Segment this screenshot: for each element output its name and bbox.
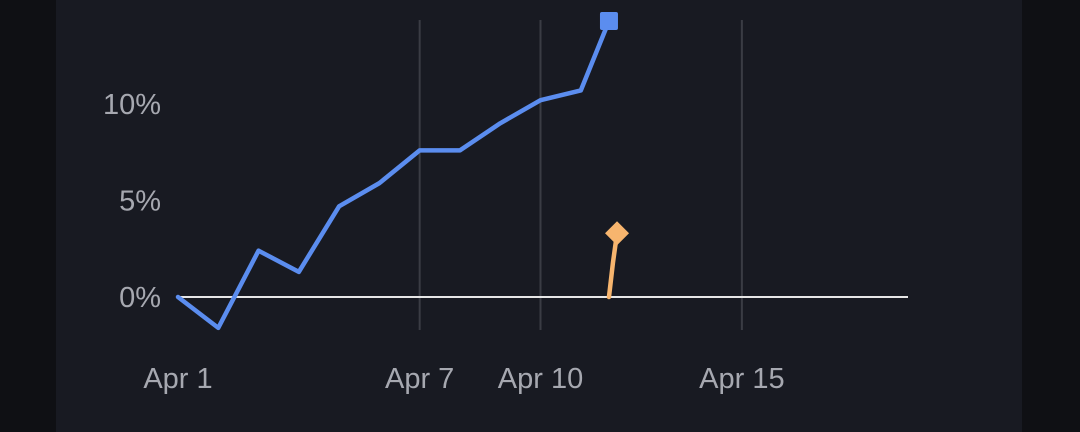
series [175,12,630,331]
chart-card [56,0,1022,432]
x-tick-label: Apr 1 [143,363,212,395]
series-0-end-marker [599,12,618,31]
x-tick-label: Apr 10 [498,363,583,395]
y-axis-tick-labels: 0% 5% 10% [103,89,161,314]
series-1-end-marker [605,221,630,246]
series-0-line [175,18,612,331]
y-tick-label: 10% [103,89,161,121]
x-tick-label: Apr 7 [385,363,454,395]
y-tick-label: 5% [119,186,161,218]
gridlines [418,20,743,330]
x-axis-tick-labels: Apr 1 Apr 7 Apr 10 Apr 15 [143,363,784,395]
y-tick-label: 0% [119,282,161,314]
x-tick-label: Apr 15 [699,363,784,395]
